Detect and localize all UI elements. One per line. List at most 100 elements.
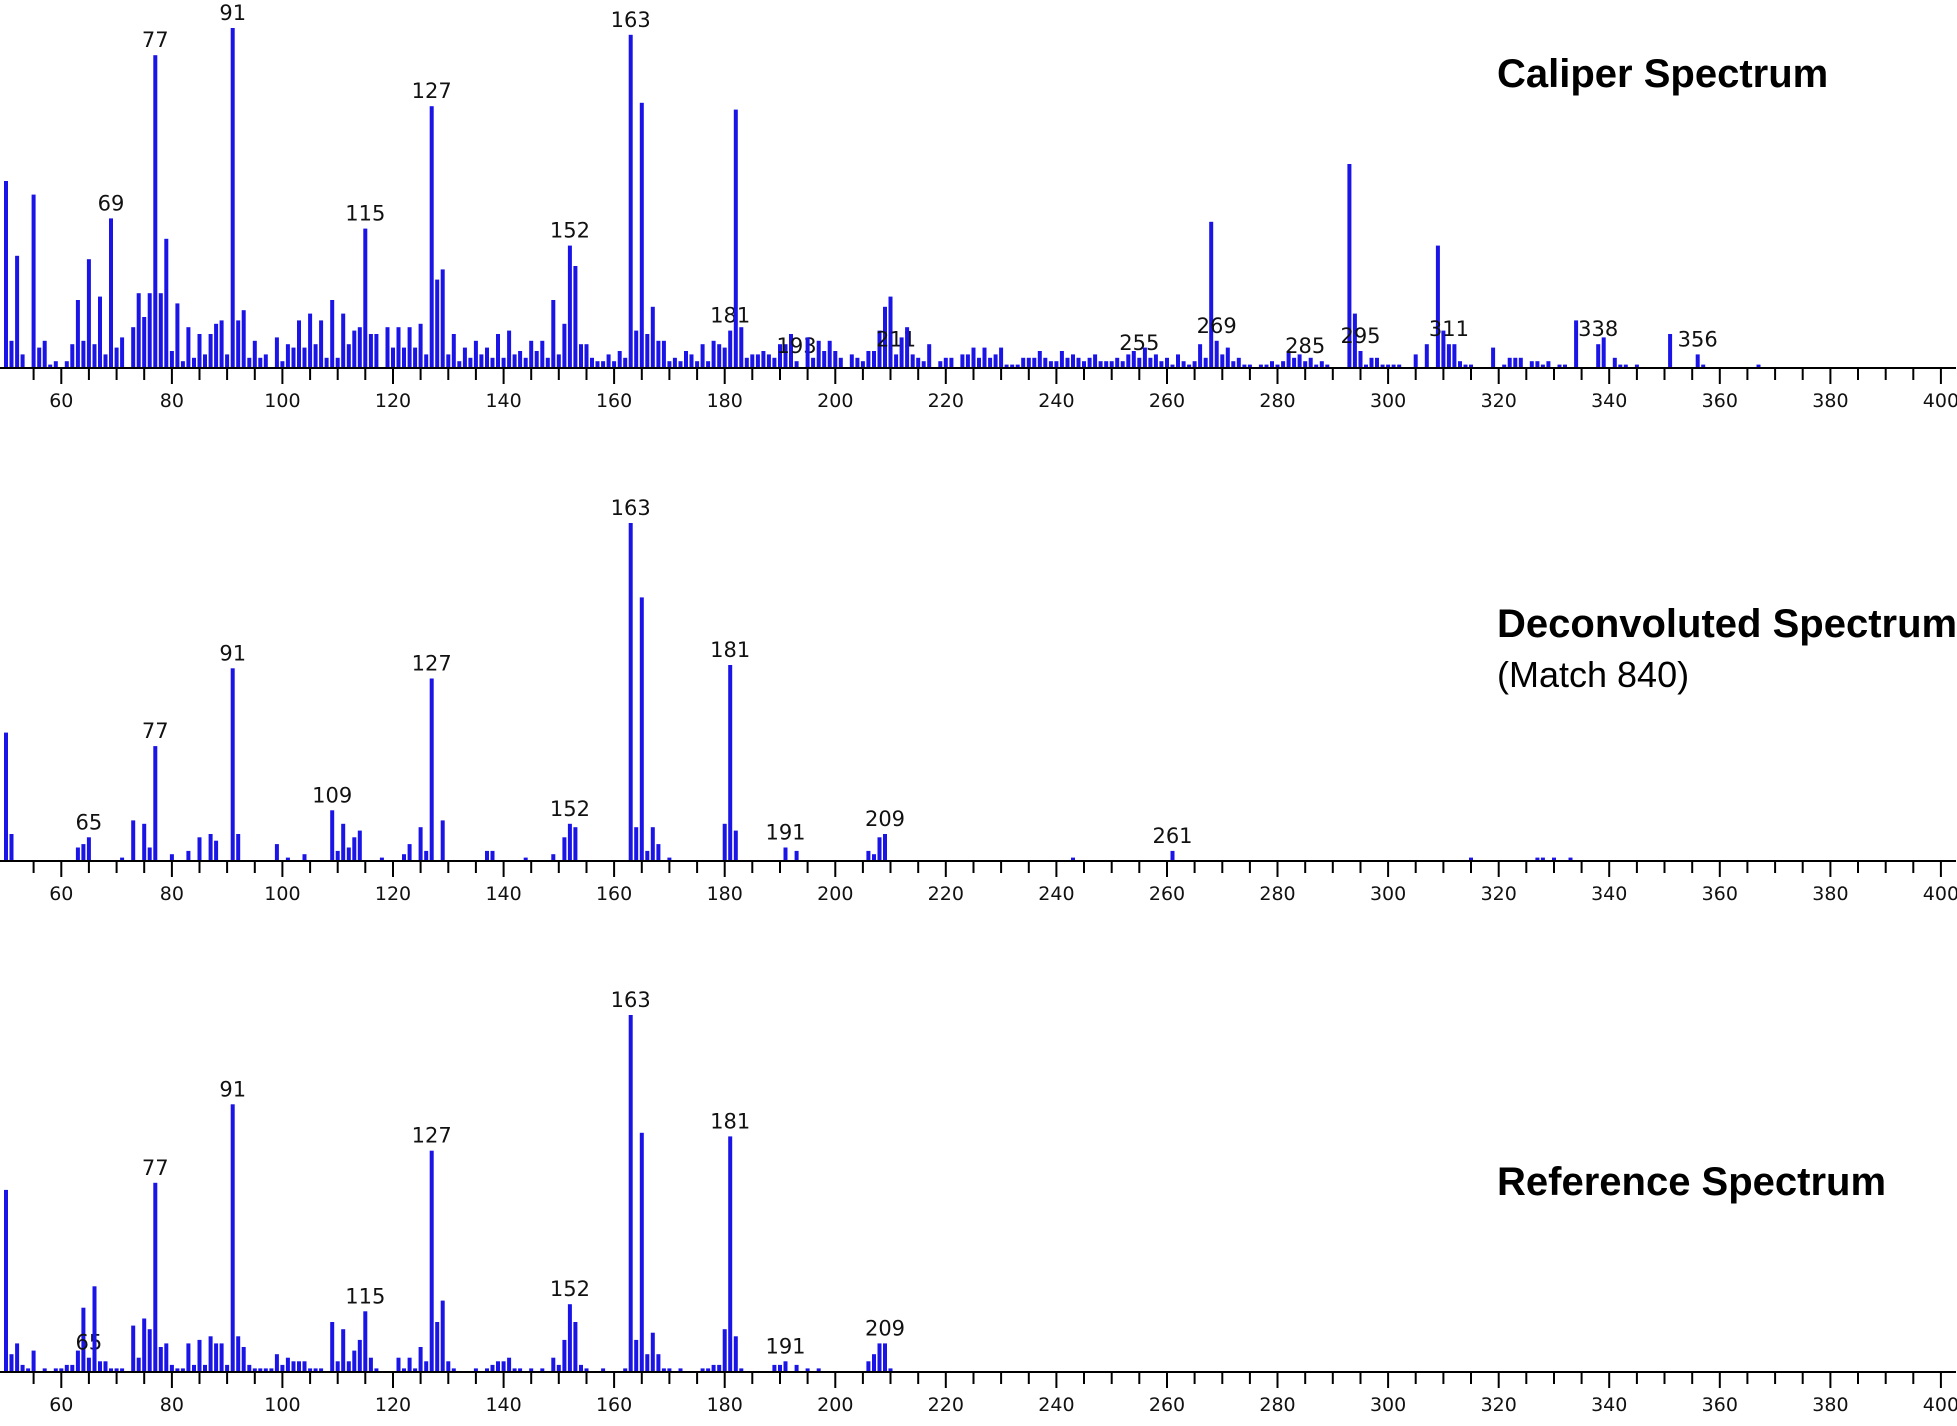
spectrum-bar: [70, 1364, 75, 1372]
spectrum-bar: [1270, 361, 1274, 368]
spectrum-bar: [1065, 357, 1070, 368]
spectrum-bar: [402, 854, 406, 861]
spectrum-bar: [1198, 344, 1203, 368]
x-tick-label: 380: [1812, 390, 1848, 412]
spectrum-bar: [20, 354, 25, 368]
spectrum-bar: [982, 347, 987, 368]
spectrum-bar: [225, 354, 230, 368]
spectrum-bar: [739, 1368, 744, 1372]
x-tick-label: 260: [1149, 390, 1185, 412]
spectrum-bar: [1286, 351, 1291, 368]
spectrum-bar: [650, 1332, 655, 1372]
spectrum-bar: [197, 1339, 202, 1372]
spectrum-bar: [1535, 361, 1540, 368]
spectrum-bar: [153, 746, 158, 861]
spectrum-bar: [1424, 344, 1429, 368]
spectrum-bar: [225, 1364, 230, 1372]
spectrum-bar: [1292, 357, 1297, 368]
spectrum-bar: [805, 1368, 810, 1372]
x-tick-label: 100: [264, 390, 300, 412]
spectrum-bar: [1441, 330, 1446, 368]
spectrum-bar: [158, 293, 163, 368]
spectrum-bar: [938, 361, 943, 368]
spectrum-bar: [1435, 245, 1440, 368]
x-tick-label: 240: [1038, 1394, 1074, 1416]
spectrum-bar: [479, 354, 484, 368]
spectrum-bar: [230, 1104, 235, 1373]
spectrum-bar: [744, 357, 749, 368]
spectrum-bar: [258, 1368, 263, 1372]
x-tick-label: 120: [375, 883, 411, 905]
spectrum-bar: [523, 357, 528, 368]
spectrum-bar: [341, 1329, 346, 1372]
spectrum-bar: [136, 293, 141, 368]
spectrum-bar: [556, 354, 561, 368]
peak-label: 311: [1429, 317, 1469, 341]
spectrum-bar: [274, 337, 279, 368]
spectrum-bar: [335, 1361, 340, 1372]
spectrum-bar: [1076, 357, 1081, 368]
peak-label: 193: [777, 334, 817, 358]
spectrum-bar: [678, 361, 683, 368]
x-tick-label: 140: [485, 883, 521, 905]
spectrum-bar: [872, 1354, 876, 1372]
spectrum-bar: [866, 850, 871, 861]
peak-label: 77: [142, 719, 169, 743]
x-tick-label: 280: [1259, 390, 1295, 412]
x-tick-label: 80: [160, 1394, 184, 1416]
peak-label: 127: [412, 1124, 452, 1148]
spectrum-bar: [1176, 354, 1180, 368]
spectrum-bar: [1513, 357, 1518, 368]
peak-label: 91: [219, 641, 246, 665]
x-tick-label: 160: [596, 883, 632, 905]
spectrum-bar: [601, 361, 606, 368]
reference-spectrum-title: Reference Spectrum: [1497, 1160, 1887, 1204]
spectrum-bar: [822, 351, 827, 368]
spectrum-bar: [341, 313, 346, 368]
spectrum-bar: [772, 1364, 777, 1372]
x-tick-label: 80: [160, 883, 184, 905]
spectrum-bar: [700, 1368, 705, 1372]
peak-label: 163: [611, 988, 651, 1012]
x-tick-label: 140: [485, 390, 521, 412]
spectrum-bar: [1071, 857, 1075, 861]
spectrum-bar: [623, 357, 628, 368]
x-tick-label: 260: [1149, 883, 1185, 905]
spectrum-bar: [573, 1322, 578, 1372]
spectrum-bar: [894, 354, 899, 368]
spectrum-bar: [203, 1364, 207, 1372]
x-tick-label: 220: [928, 1394, 964, 1416]
spectrum-bar: [308, 313, 313, 368]
spectrum-bar: [1153, 354, 1158, 368]
spectrum-bar: [169, 351, 174, 368]
spectrum-bar: [357, 830, 362, 861]
spectrum-bar: [1170, 364, 1175, 368]
spectrum-bar: [4, 1189, 8, 1372]
spectrum-bar: [567, 1304, 572, 1372]
x-tick-label: 240: [1038, 883, 1074, 905]
x-tick-label: 60: [49, 390, 73, 412]
spectrum-bar: [147, 847, 152, 861]
spectrum-bar: [606, 354, 611, 368]
spectrum-bar: [601, 1368, 606, 1372]
peak-label: 65: [76, 1331, 103, 1355]
spectrum-bar: [131, 327, 136, 368]
spectrum-bar: [446, 354, 451, 368]
spectrum-bar: [827, 340, 832, 368]
spectrum-bar: [103, 1361, 108, 1372]
spectrum-bar: [15, 255, 20, 368]
spectrum-bar: [335, 850, 340, 861]
peak-label: 163: [611, 8, 651, 32]
spectrum-bar: [1281, 361, 1286, 368]
spectrum-bar: [15, 1343, 20, 1372]
spectrum-bar: [1568, 857, 1573, 861]
peak-label: 209: [865, 807, 905, 831]
spectrum-bar: [98, 1361, 102, 1372]
spectrum-bar: [1358, 351, 1363, 368]
spectrum-bar: [230, 668, 235, 861]
spectrum-bar: [175, 303, 180, 368]
spectrum-bar: [169, 854, 174, 861]
spectrum-bar: [838, 357, 843, 368]
x-tick-label: 340: [1591, 390, 1627, 412]
spectrum-bar: [70, 344, 75, 368]
